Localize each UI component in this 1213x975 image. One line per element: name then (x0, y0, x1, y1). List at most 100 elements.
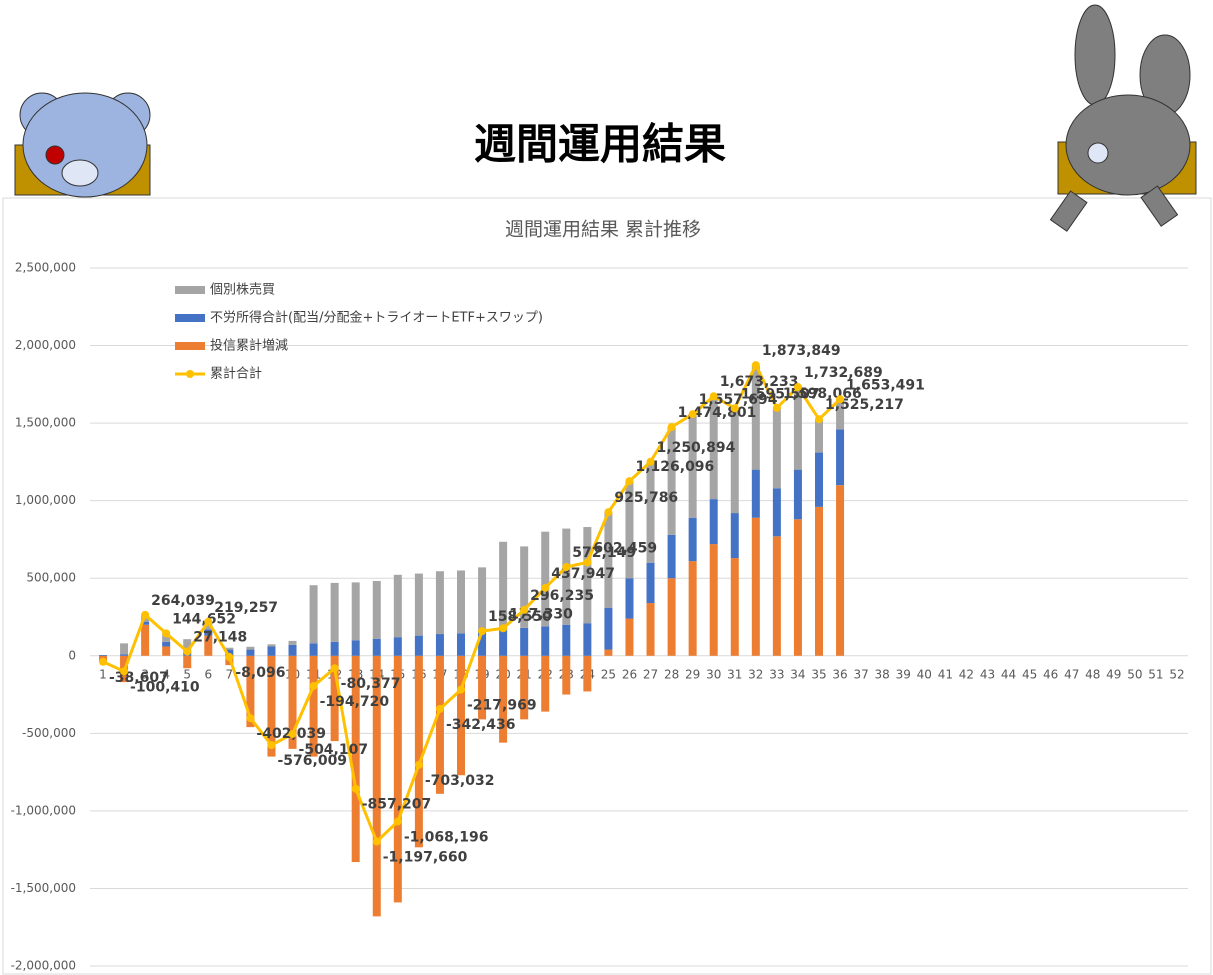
data-label: 27,148 (193, 630, 247, 646)
bar (457, 633, 465, 656)
x-tick-label: 45 (1022, 668, 1037, 682)
y-tick-label: -1,000,000 (11, 803, 76, 817)
bar (709, 396, 718, 500)
legend-swatch (186, 370, 194, 378)
x-tick-label: 28 (664, 668, 679, 682)
bar (688, 413, 697, 518)
y-tick-label: 0 (68, 648, 76, 662)
data-label: -342,436 (446, 717, 516, 733)
bar (309, 585, 318, 644)
x-tick-label: 47 (1064, 668, 1079, 682)
line-marker (288, 729, 297, 738)
bar (246, 646, 255, 650)
y-tick-label: 2,500,000 (15, 261, 76, 275)
bar (288, 655, 297, 749)
line-marker (541, 583, 550, 592)
bar (183, 655, 192, 669)
data-label: 158,550 (488, 609, 552, 625)
legend-label: 不労所得合計(配当/分配金+トライオートETF+スワップ) (210, 310, 543, 326)
data-label: 1,126,096 (635, 459, 714, 475)
line-marker (225, 653, 234, 662)
data-label: 177,330 (509, 606, 573, 622)
y-tick-label: -1,500,000 (11, 881, 76, 895)
data-label: 1,732,689 (804, 365, 883, 381)
bar (499, 655, 508, 743)
page-title: 週間運用結果 (474, 120, 726, 169)
bar (751, 517, 760, 656)
bar (815, 419, 823, 453)
data-label: 925,786 (614, 490, 678, 506)
x-tick-label: 5 (183, 668, 191, 682)
bar (793, 469, 802, 520)
bar (309, 643, 318, 656)
bar (646, 603, 655, 656)
line-marker (583, 558, 592, 567)
x-tick-label: 42 (959, 668, 974, 682)
data-label: 1,873,849 (762, 343, 841, 359)
chart-panel (2, 197, 1212, 975)
bar (435, 571, 444, 635)
line-marker (625, 477, 634, 486)
data-label: -217,969 (467, 698, 537, 714)
bar (351, 582, 360, 641)
chart-title: 週間運用結果 累計推移 (505, 219, 701, 241)
data-label: 1,673,233 (720, 374, 799, 390)
bar (120, 643, 129, 655)
data-label: -703,032 (425, 773, 495, 789)
data-label: 1,557,694 (699, 392, 778, 408)
line-marker (267, 741, 276, 750)
x-tick-label: 46 (1043, 668, 1058, 682)
line-marker (667, 423, 676, 432)
bar (772, 536, 781, 656)
line-marker (309, 681, 318, 690)
bar (751, 469, 760, 518)
data-label: -80,377 (341, 676, 401, 692)
bar (815, 506, 823, 656)
bar (625, 618, 634, 656)
x-tick-label: 49 (1106, 668, 1121, 682)
x-tick-label: 29 (685, 668, 700, 682)
bar (772, 407, 781, 489)
x-tick-label: 30 (706, 668, 721, 682)
bar (267, 646, 276, 656)
y-tick-label: 2,000,000 (15, 338, 76, 352)
bar (836, 399, 845, 430)
bar (520, 627, 529, 656)
line-marker (183, 647, 192, 656)
bar (562, 624, 571, 656)
bar (435, 634, 444, 656)
bar (478, 567, 487, 631)
data-label: -8,096 (235, 665, 285, 681)
x-tick-label: 34 (790, 668, 805, 682)
x-tick-label: 7 (226, 668, 234, 682)
bar (225, 647, 234, 650)
bar (688, 561, 697, 656)
x-tick-label: 51 (1148, 668, 1163, 682)
bar (541, 531, 550, 627)
x-tick-label: 32 (748, 668, 763, 682)
line-marker (99, 657, 107, 666)
bar (414, 655, 423, 848)
bar (393, 637, 402, 656)
legend-label: 個別株売買 (210, 282, 275, 298)
x-tick-label: 39 (896, 668, 911, 682)
line-marker (709, 392, 718, 401)
line-marker (435, 704, 444, 713)
bear-mascot (14, 92, 151, 198)
line-marker (751, 361, 760, 370)
bar (499, 541, 508, 630)
line (102, 361, 842, 845)
x-tick-label: 27 (643, 668, 658, 682)
bar (730, 408, 739, 514)
data-label: 1,250,894 (657, 440, 736, 456)
data-label: 144,652 (172, 611, 236, 627)
bar (414, 635, 423, 656)
bar (583, 655, 592, 692)
line-marker (562, 563, 571, 572)
bar (351, 640, 360, 656)
bar (99, 655, 107, 656)
bar (478, 655, 487, 720)
legend-label: 投信累計増減 (210, 338, 288, 354)
data-label: -1,197,660 (383, 850, 468, 866)
bar (120, 654, 129, 656)
